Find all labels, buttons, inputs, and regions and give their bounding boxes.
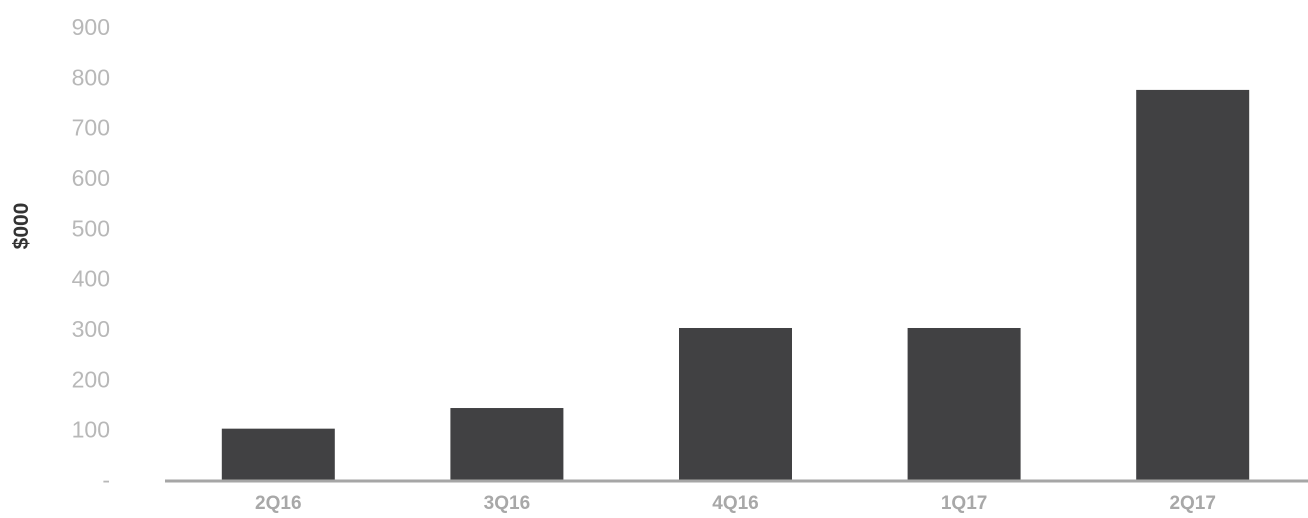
y-tick-label: 500 — [72, 215, 110, 241]
y-tick-label: 600 — [72, 165, 110, 191]
x-tick-label: 3Q16 — [484, 493, 530, 514]
y-tick-label: 700 — [72, 115, 110, 141]
bar-2q16 — [221, 428, 335, 480]
x-tick-label: 2Q17 — [1169, 493, 1215, 514]
bar-3q16 — [450, 408, 564, 480]
y-tick-label: - — [102, 467, 110, 493]
y-axis-ticks: - 100 200 300 400 500 600 700 800 900 — [72, 14, 110, 493]
y-tick-label: 200 — [72, 366, 110, 392]
x-tick-label: 4Q16 — [712, 493, 758, 514]
x-tick-label: 2Q16 — [255, 493, 301, 514]
x-axis-ticks: 2Q16 3Q16 4Q16 1Q17 2Q17 — [255, 493, 1216, 514]
y-tick-label: 300 — [72, 316, 110, 342]
y-tick-label: 900 — [72, 14, 110, 40]
bar-4q16 — [679, 327, 792, 480]
y-axis-title: $000 — [10, 203, 33, 250]
y-tick-label: 800 — [72, 64, 110, 90]
y-tick-label: 400 — [72, 266, 110, 292]
bars — [221, 89, 1250, 481]
bar-2q17 — [1136, 89, 1250, 481]
x-tick-label: 1Q17 — [941, 493, 987, 514]
y-tick-label: 100 — [72, 417, 110, 443]
bar-1q17 — [907, 327, 1021, 480]
